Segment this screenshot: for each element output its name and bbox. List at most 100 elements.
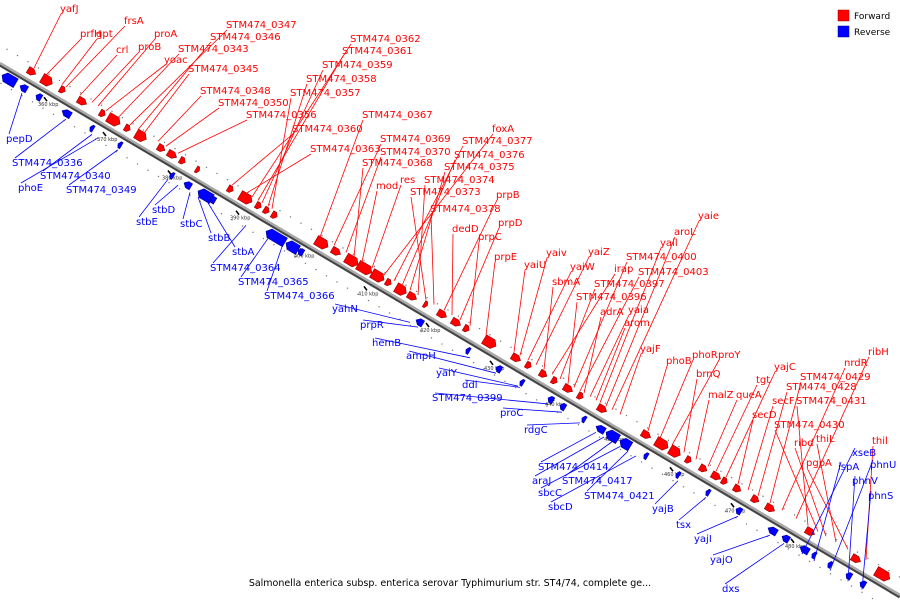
gene-body: [383, 277, 392, 287]
minor-tick-reverse: [126, 157, 128, 159]
minor-tick-reverse: [136, 163, 139, 165]
minor-tick-forward: [16, 54, 19, 57]
reverse-gene-arrow: [581, 415, 588, 424]
forward-leader-line: [707, 399, 738, 467]
reverse-gene-label: yajO: [710, 555, 733, 566]
minor-tick-forward: [48, 73, 50, 75]
minor-tick-forward: [772, 501, 775, 504]
gene-body: [265, 228, 288, 248]
forward-leader-line: [567, 301, 578, 384]
minor-tick-reverse: [714, 504, 716, 507]
forward-gene-label: STM474_0350: [218, 98, 289, 109]
forward-gene-arrow: [313, 235, 329, 250]
minor-tick-forward: [531, 358, 533, 361]
forward-gene-label: STM474_0374: [424, 175, 495, 186]
forward-leader-line: [519, 257, 548, 356]
forward-leader-line: [535, 256, 590, 366]
forward-leader-line: [257, 55, 344, 201]
minor-tick-reverse: [168, 181, 170, 184]
gene-body: [133, 128, 147, 143]
forward-gene-label: STM474_0396: [576, 292, 647, 303]
forward-leader-line: [543, 286, 554, 370]
minor-tick-reverse: [441, 343, 443, 345]
forward-gene-arrow: [355, 259, 373, 276]
forward-leader-line: [605, 236, 676, 407]
minor-tick-reverse: [672, 479, 674, 482]
forward-leader-line: [443, 199, 498, 311]
forward-gene-arrow: [449, 316, 461, 327]
forward-gene-arrow: [639, 429, 651, 439]
minor-tick-forward: [825, 532, 827, 535]
gene-body: [225, 184, 234, 193]
forward-leader-line: [451, 233, 454, 316]
forward-gene-label: STM474_0347: [226, 20, 297, 31]
forward-gene-label: crl: [116, 45, 128, 56]
minor-tick-reverse: [451, 349, 454, 351]
minor-tick-reverse: [325, 275, 328, 277]
gene-body: [97, 108, 106, 118]
forward-leader-line: [137, 41, 212, 130]
minor-tick-reverse: [819, 566, 821, 569]
gene-body: [653, 436, 669, 451]
gene-body: [253, 200, 262, 210]
forward-gene-label: STM474_0431: [796, 396, 867, 407]
minor-tick-forward: [426, 296, 428, 299]
gene-body: [169, 172, 176, 180]
minor-tick-reverse: [430, 337, 433, 339]
gene-body: [767, 526, 779, 537]
minor-tick-reverse: [304, 262, 307, 265]
minor-tick-reverse: [367, 299, 370, 302]
reverse-gene-arrow: [465, 347, 472, 355]
minor-tick-reverse: [787, 548, 790, 550]
minor-tick-reverse: [525, 392, 527, 395]
minor-tick-forward: [352, 253, 355, 255]
gene-body: [849, 553, 861, 563]
reverse-gene-label: STM474_0364: [210, 263, 281, 274]
minor-tick-reverse: [640, 461, 643, 463]
scale-tick-label: 410 kbp: [358, 291, 378, 297]
legend: Forward Reverse: [837, 9, 891, 38]
gene-body: [781, 534, 792, 544]
reverse-gene-arrow: [61, 109, 73, 120]
minor-tick-reverse: [84, 132, 86, 134]
forward-gene-label: yaiW: [570, 262, 595, 273]
reverse-gene-arrow: [705, 488, 712, 497]
reverse-leader-line: [564, 441, 613, 477]
forward-gene-label: yaiZ: [588, 247, 610, 258]
minor-tick-reverse: [861, 591, 863, 594]
minor-tick-reverse: [829, 572, 832, 575]
scale-tick-label: 440 kbp: [545, 402, 565, 408]
minor-tick-forward: [489, 334, 491, 336]
forward-leader-line: [231, 133, 294, 186]
forward-leader-line: [619, 353, 642, 415]
reverse-leader-line: [540, 446, 621, 489]
minor-tick-reverse: [378, 306, 380, 308]
gene-body: [519, 378, 526, 387]
forward-gene-label: STM474_0348: [200, 86, 271, 97]
forward-leader-line: [774, 429, 819, 532]
gene-body: [495, 365, 504, 374]
minor-tick-forward: [90, 98, 92, 100]
backbone-line: [0, 61, 900, 597]
reverse-gene-arrow: [297, 248, 306, 257]
minor-tick-forward: [804, 520, 806, 522]
scale-tick-label: 480 kbp: [785, 544, 805, 550]
forward-leader-line: [579, 276, 640, 392]
gene-body: [177, 156, 186, 165]
forward-gene-label: proB: [138, 42, 161, 53]
gene-body: [461, 323, 470, 333]
gene-body: [117, 141, 124, 150]
minor-tick-reverse: [241, 225, 244, 227]
minor-tick-reverse: [178, 188, 181, 190]
forward-gene-arrow: [561, 383, 573, 393]
reverse-gene-label: araJ: [532, 476, 551, 487]
reverse-leader-line: [550, 455, 637, 503]
minor-tick-forward: [657, 433, 659, 435]
minor-tick-reverse: [315, 268, 317, 271]
reverse-leader-line: [534, 436, 605, 477]
minor-tick-forward: [216, 172, 218, 175]
forward-leader-line: [271, 97, 292, 209]
forward-gene-arrow: [57, 85, 66, 94]
forward-gene-label: STM474_0360: [292, 124, 363, 135]
reverse-gene-label: stbB: [208, 233, 230, 244]
